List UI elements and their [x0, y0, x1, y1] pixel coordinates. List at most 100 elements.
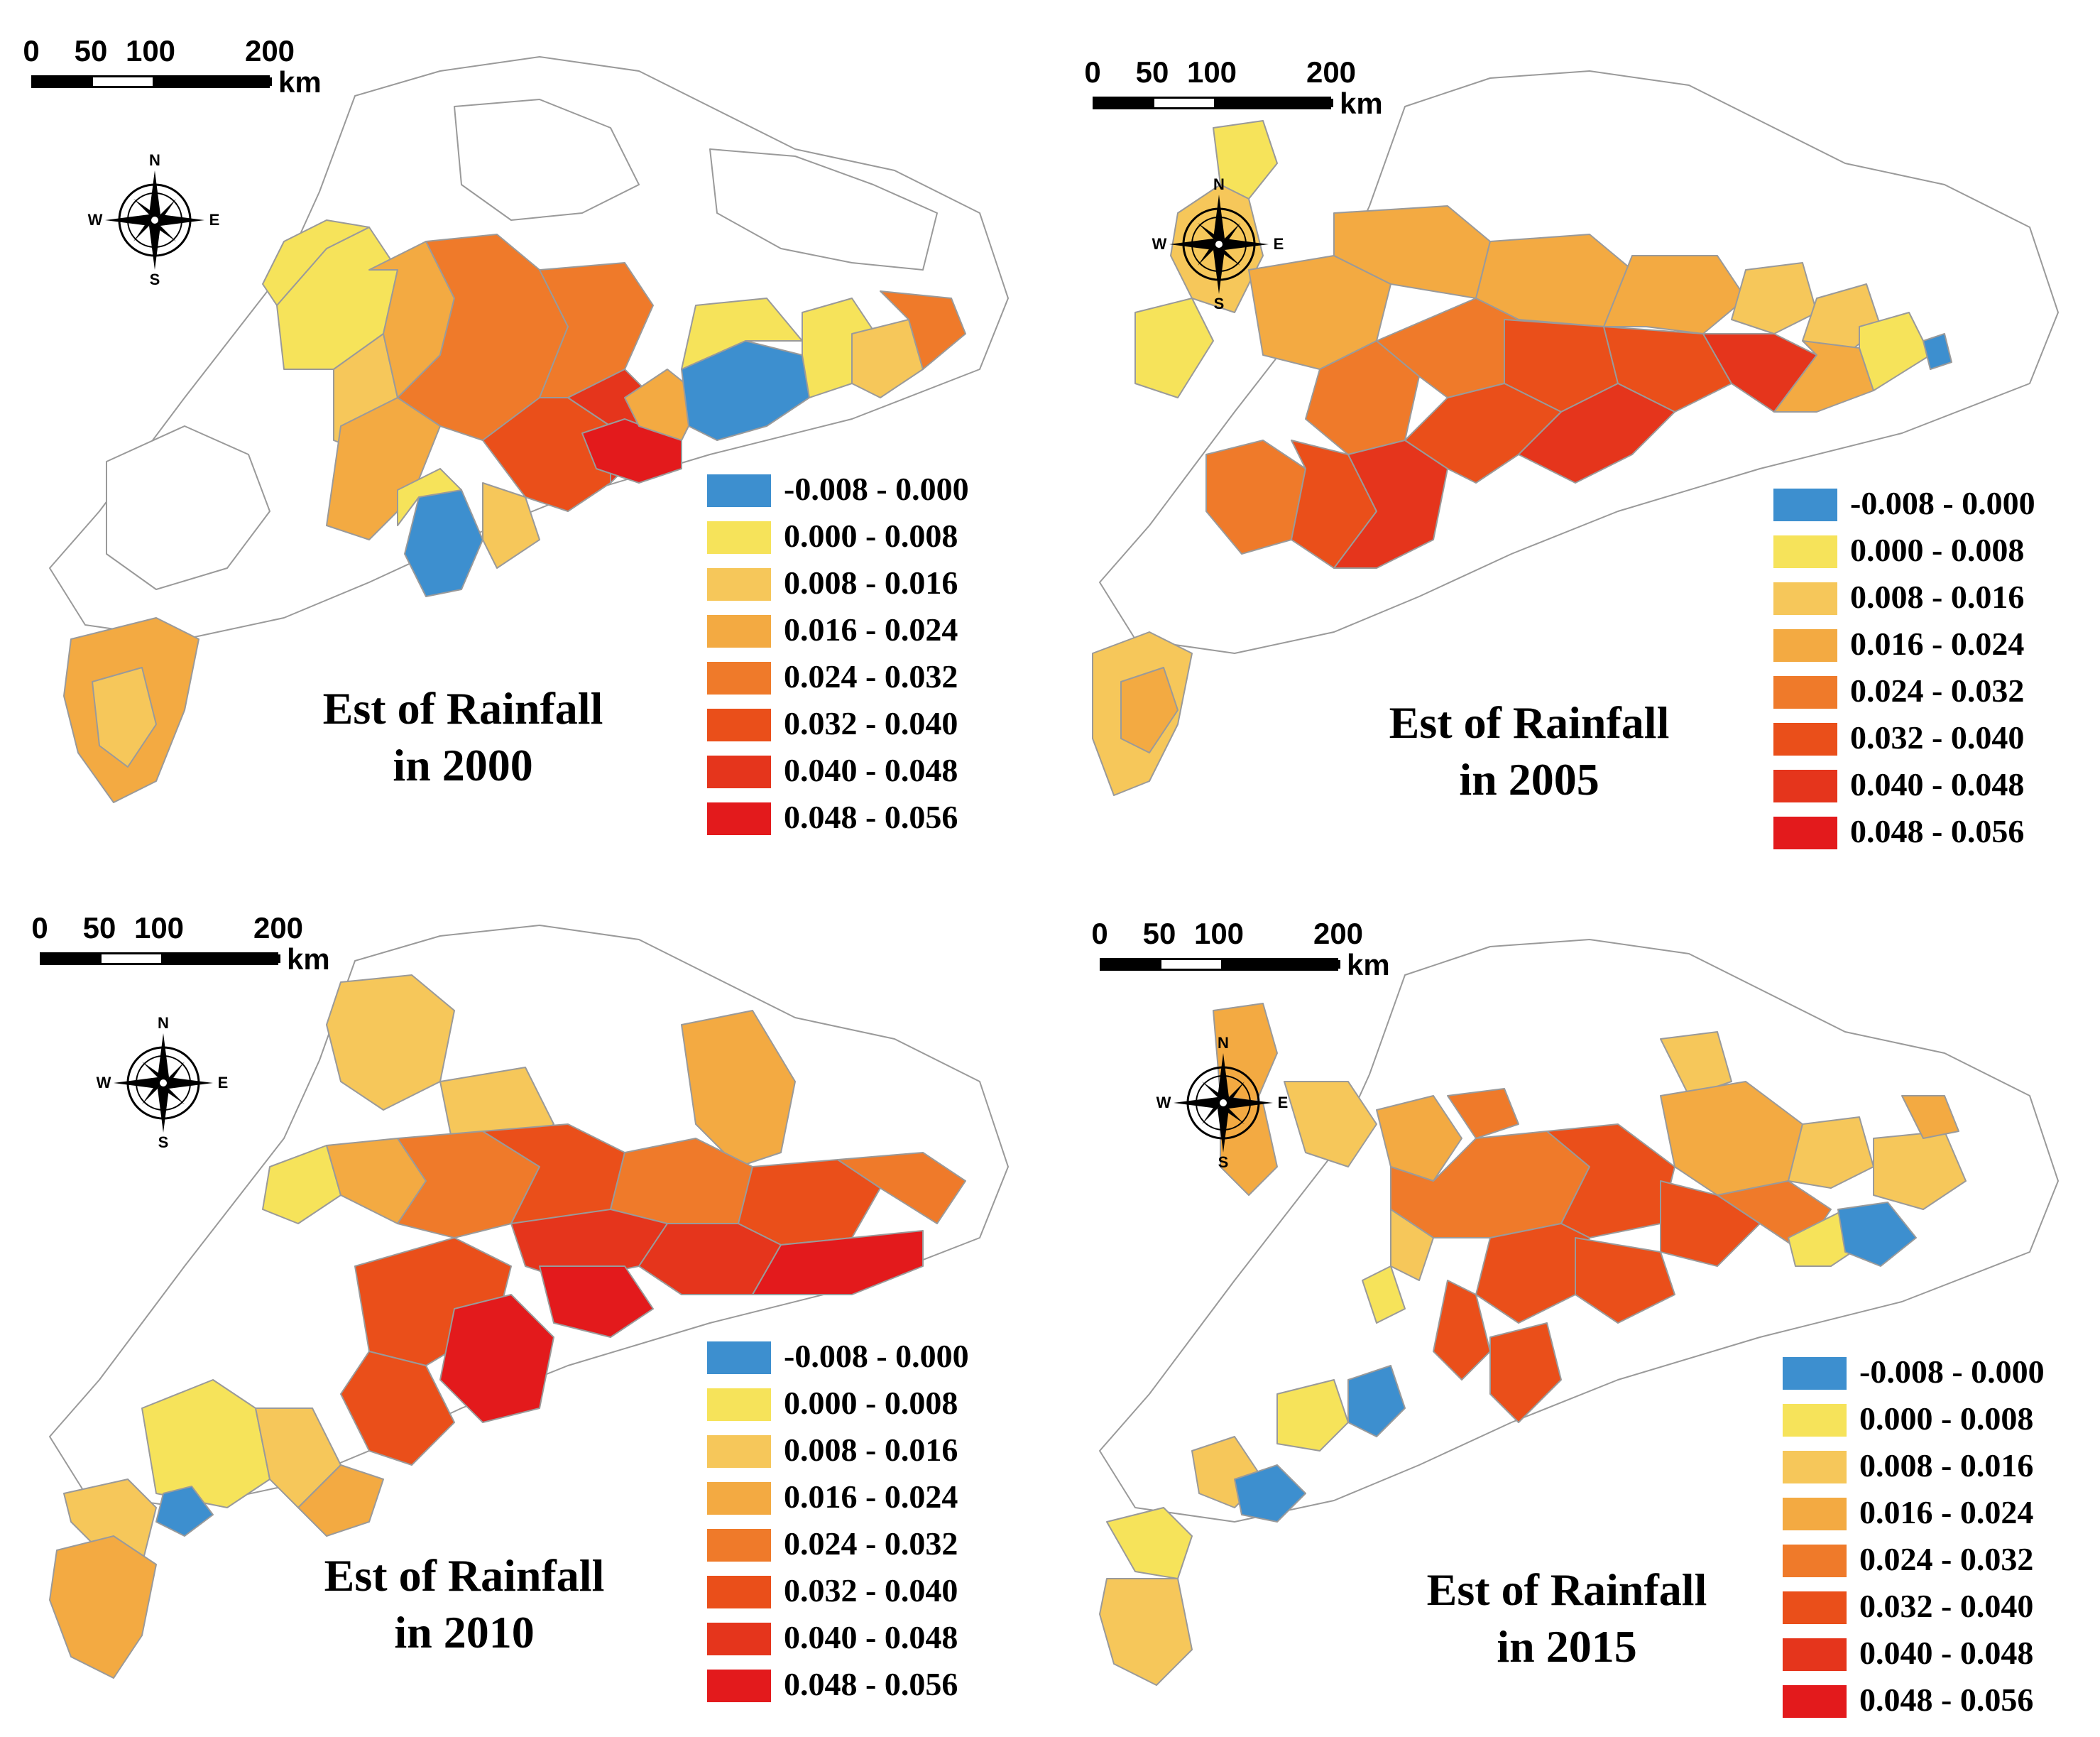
region-red [1518, 383, 1675, 484]
legend-item: 0.024 - 0.032 [707, 656, 1041, 703]
legend-item: 0.000 - 0.008 [1773, 530, 2100, 577]
legend-item: 0.000 - 0.008 [1783, 1398, 2100, 1445]
scale-tick: 0 [1091, 917, 1108, 950]
legend-swatch [707, 1435, 771, 1468]
scale-tick: 0 [23, 34, 40, 67]
legend-swatch [707, 1670, 771, 1702]
legend-swatch [1773, 676, 1837, 709]
compass-icon [114, 1033, 213, 1133]
compass-south: S [1218, 1153, 1229, 1171]
map-panel-2005: 0 50 100 200 km N S E W -0.008 - [1050, 0, 2100, 868]
legend-label: 0.048 - 0.056 [784, 799, 958, 835]
region-darkorange [880, 290, 966, 370]
region-redorange [340, 1351, 455, 1466]
scale-tick: 100 [125, 34, 176, 67]
region-lightorange [326, 974, 455, 1111]
legend-label: 0.016 - 0.024 [1850, 626, 2025, 662]
legend-label: 0.024 - 0.032 [1859, 1541, 2034, 1577]
scale-bar-graphic [31, 75, 272, 88]
compass-south: S [149, 271, 160, 288]
legend-item: -0.008 - 0.000 [707, 469, 1041, 516]
legend-item: 0.008 - 0.016 [1773, 577, 2100, 624]
region-blue [1923, 333, 1952, 370]
legend-item: 0.008 - 0.016 [707, 1430, 1041, 1476]
region-lightorange [1731, 262, 1817, 334]
region-deepred [439, 1294, 554, 1423]
legend: -0.008 - 0.000 0.000 - 0.008 0.008 - 0.0… [707, 1336, 1041, 1711]
legend-item: 0.008 - 0.016 [707, 562, 1041, 609]
region-deepred [752, 1230, 924, 1295]
legend-swatch [1773, 582, 1837, 615]
legend-item: 0.032 - 0.040 [1783, 1586, 2100, 1633]
compass-north: N [149, 151, 160, 169]
legend-item: 0.024 - 0.032 [1773, 670, 2100, 717]
legend-label: 0.016 - 0.024 [784, 1479, 958, 1515]
legend-item: 0.000 - 0.008 [707, 516, 1041, 562]
legend-item: -0.008 - 0.000 [1783, 1351, 2100, 1398]
legend-swatch [1783, 1545, 1847, 1577]
legend-label: 0.008 - 0.016 [1859, 1447, 2034, 1483]
region-orange [297, 1464, 384, 1537]
legend-label: -0.008 - 0.000 [1859, 1354, 2045, 1390]
scale-tick: 200 [253, 911, 304, 944]
compass-west: W [1152, 235, 1167, 253]
legend-swatch [1773, 770, 1837, 802]
legend-label: 0.032 - 0.040 [1859, 1588, 2034, 1624]
map-title-2005: Est of Rainfall in 2005 [1330, 695, 1728, 808]
map-panel-2000: 0 50 100 200 km N S E W -0.008 - [0, 0, 1050, 868]
region-blue [1837, 1202, 1917, 1267]
legend-item: 0.008 - 0.016 [1783, 1445, 2100, 1492]
compass-north: N [1218, 1034, 1229, 1052]
region-orange [681, 1010, 796, 1167]
legend: -0.008 - 0.000 0.000 - 0.008 0.008 - 0.0… [707, 469, 1041, 844]
legend-item: 0.016 - 0.024 [707, 609, 1041, 656]
legend-item: 0.040 - 0.048 [1773, 764, 2100, 811]
legend-swatch [707, 1388, 771, 1421]
legend-label: 0.048 - 0.056 [784, 1666, 958, 1702]
region-orange [49, 1535, 157, 1679]
region-yellow [681, 298, 803, 370]
legend-label: 0.032 - 0.040 [1850, 719, 2025, 756]
legend: -0.008 - 0.000 0.000 - 0.008 0.008 - 0.0… [1773, 483, 2100, 858]
legend-swatch [1773, 817, 1837, 849]
scale-tick: 100 [1186, 55, 1237, 89]
region-redorange [1433, 1280, 1491, 1381]
legend-item: 0.040 - 0.048 [707, 1617, 1041, 1664]
legend-swatch [1773, 535, 1837, 568]
region-blue [155, 1486, 214, 1537]
legend-label: 0.024 - 0.032 [784, 1525, 958, 1562]
region-redorange [1603, 326, 1732, 413]
legend-label: 0.040 - 0.048 [1859, 1635, 2034, 1671]
legend-item: -0.008 - 0.000 [1773, 483, 2100, 530]
map-title-2000: Est of Rainfall in 2000 [264, 680, 662, 794]
compass-south: S [1213, 295, 1225, 312]
legend-label: 0.008 - 0.016 [1850, 579, 2025, 615]
map-title-line1: Est of Rainfall [1389, 697, 1670, 748]
scale-tick: 200 [1306, 55, 1357, 89]
legend-swatch [707, 474, 771, 507]
scale-bar-graphic [40, 952, 280, 965]
region-lightorange [1284, 1081, 1377, 1167]
scale-bar: 0 50 100 200 km [1091, 917, 1398, 1002]
scale-bar-graphic [1093, 97, 1333, 109]
legend-label: 0.008 - 0.016 [784, 1432, 958, 1468]
scale-tick: 200 [1313, 917, 1364, 950]
legend-swatch [707, 756, 771, 788]
legend-item: -0.008 - 0.000 [707, 1336, 1041, 1383]
region-redorange [1489, 1322, 1562, 1423]
scale-tick: 0 [31, 911, 48, 944]
legend-label: -0.008 - 0.000 [784, 471, 969, 507]
choropleth-map-2015 [1099, 939, 2059, 1686]
legend: -0.008 - 0.000 0.000 - 0.008 0.008 - 0.0… [1783, 1351, 2100, 1726]
legend-swatch [707, 1341, 771, 1374]
legend-swatch [1783, 1638, 1847, 1671]
scale-unit: km [287, 942, 330, 976]
compass-east: E [217, 1074, 229, 1091]
region-unclassified-east [709, 148, 938, 271]
region-darkorange [837, 1152, 966, 1224]
compass-east: E [1277, 1094, 1289, 1111]
scale-unit: km [1347, 948, 1390, 981]
scale-tick: 100 [1193, 917, 1245, 950]
legend-swatch [707, 1576, 771, 1608]
legend-swatch [1773, 489, 1837, 521]
